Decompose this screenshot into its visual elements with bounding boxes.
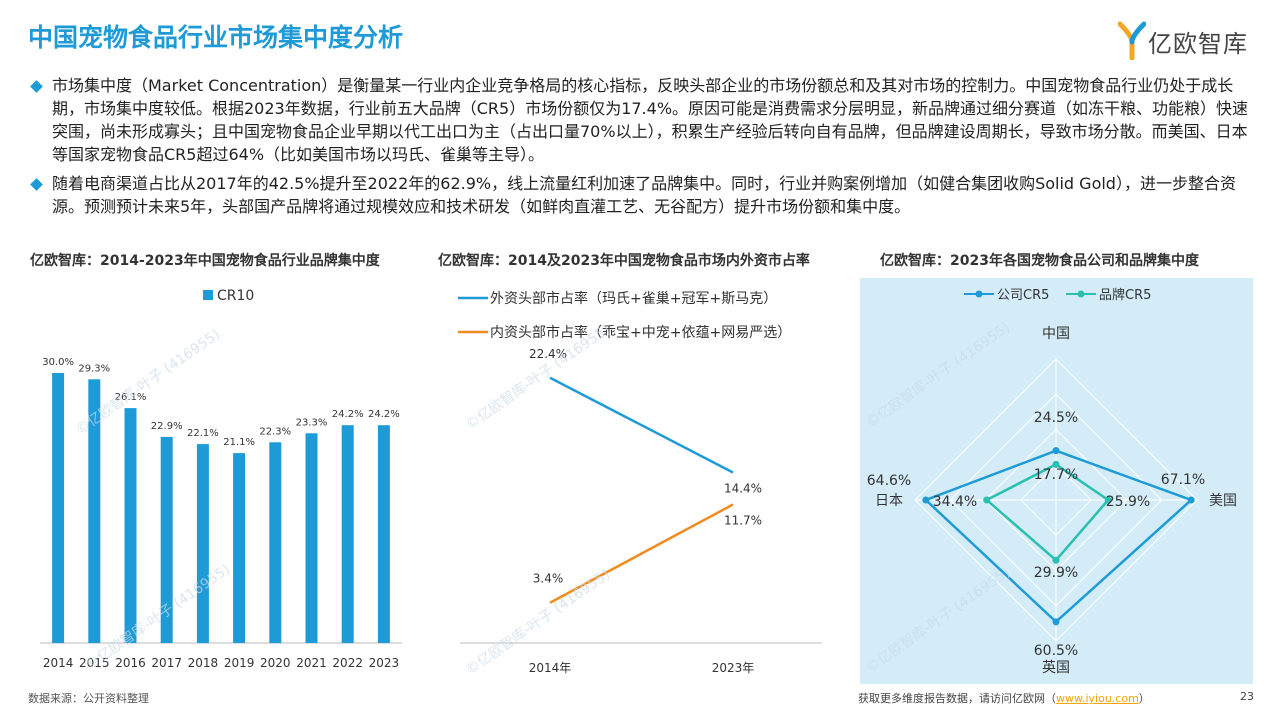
radar-point [983,496,991,504]
bar [88,379,101,643]
radar-data-label: 34.4% [933,494,977,510]
radar-data-label: 64.6% [867,473,911,489]
footer-more: 获取更多维度报告数据，请访问亿欧网（www.iyiou.com） [858,690,1150,706]
bullet-text: 市场集中度（Market Concentration）是衡量某一行业内企业竞争格… [52,76,1249,164]
radar-axis-label: 日本 [875,493,903,509]
page-number: 23 [1240,690,1254,703]
radar-axis-label: 中国 [1042,326,1070,342]
radar-data-label: 60.5% [1034,643,1078,659]
radar-point [1052,447,1060,455]
bar [233,453,246,643]
series-line [549,503,734,604]
bar [269,442,282,643]
x-tick-label: 2018 [188,656,219,670]
footer-link[interactable]: www.iyiou.com [1056,692,1139,705]
bullet-text: 随着电商渠道占比从2017年的42.5%提升至2022年的62.9%，线上流量红… [52,174,1236,216]
x-tick-label: 2023 [369,656,400,670]
bullet-item: 随着电商渠道占比从2017年的42.5%提升至2022年的62.9%，线上流量红… [28,172,1260,218]
bullet-item: 市场集中度（Market Concentration）是衡量某一行业内企业竞争格… [28,74,1260,166]
data-label: 22.4% [529,347,567,361]
x-tick-label: 2016 [115,656,146,670]
legend-label: 内资头部市占率（乖宝+中宠+依蕴+网易严选） [490,324,791,341]
page-title: 中国宠物食品行业市场集中度分析 [28,23,404,52]
bar-value-label: 22.9% [151,421,183,432]
radar-data-label: 29.9% [1034,565,1078,581]
radar-data-label: 25.9% [1106,494,1150,510]
bar-value-label: 29.3% [78,363,110,374]
bar [341,425,354,643]
radar-point [1052,556,1060,564]
data-label: 11.7% [724,513,762,527]
legend-label: 品牌CR5 [1099,287,1151,303]
x-tick-label: 2023年 [712,661,755,675]
chart-title-cr10: 亿欧智库：2014-2023年中国宠物食品行业品牌集中度 [30,253,380,269]
bar [52,373,65,643]
legend-label: 外资头部市占率（玛氏+雀巢+冠军+斯马克） [490,290,777,307]
bar [305,433,318,643]
radar-data-label: 24.5% [1034,410,1078,426]
radar-point [1104,496,1112,504]
x-tick-label: 2022 [332,656,363,670]
x-tick-label: 2020 [260,656,291,670]
radar-point [1052,460,1060,468]
bar-value-label: 23.3% [296,417,328,428]
radar-point [1052,618,1060,626]
diamond-bullet-icon [30,178,43,191]
data-label: 14.4% [724,482,762,496]
radar-data-label: 67.1% [1161,472,1205,488]
x-tick-label: 2021 [296,656,327,670]
bar [196,444,209,643]
bar [160,436,173,643]
radar-point [1187,496,1195,504]
bar-value-label: 22.3% [259,426,291,437]
x-tick-label: 2014 [43,656,74,670]
legend-marker [1077,290,1085,298]
diamond-bullet-icon [30,80,43,93]
radar-point [922,496,930,504]
legend-label-cr10: CR10 [217,288,254,304]
data-label: 3.4% [533,572,564,586]
legend-swatch-cr10 [203,290,213,300]
bar-value-label: 24.2% [332,409,364,420]
bar-value-label: 21.1% [223,437,255,448]
bar [377,425,390,643]
radar-axis-label: 英国 [1042,659,1070,676]
bullet-list: 市场集中度（Market Concentration）是衡量某一行业内企业竞争格… [28,74,1260,224]
chart-title-radar: 亿欧智库：2023年各国宠物食品公司和品牌集中度 [880,253,1199,269]
logo-text: 亿欧智库 [1148,30,1248,58]
footer-more-text: 获取更多维度报告数据，请访问亿欧网（ [858,692,1056,705]
x-tick-label: 2019 [224,656,255,670]
logo-icon [1117,21,1147,61]
radar-data-label: 17.7% [1034,467,1078,483]
data-source: 数据来源：公开资料整理 [28,692,149,705]
bar-value-label: 30.0% [42,357,74,368]
x-tick-label: 2017 [151,656,182,670]
bar-value-label: 26.1% [115,392,147,403]
radar-axis-label: 美国 [1209,493,1237,509]
legend-marker [975,290,983,298]
chart-title-share: 亿欧智库：2014及2023年中国宠物食品市场内外资市占率 [438,253,810,269]
logo: 亿欧智库 [1117,20,1258,62]
line-chart-share: 外资头部市占率（玛氏+雀巢+冠军+斯马克） 内资头部市占率（乖宝+中宠+依蕴+网易… [458,290,822,678]
bar-value-label: 24.2% [368,409,400,420]
legend-label: 公司CR5 [997,288,1049,303]
x-tick-label: 2014年 [529,661,572,675]
x-tick-label: 2015 [79,656,110,670]
bar [124,408,137,643]
bar-value-label: 22.1% [187,428,219,439]
bar-chart-cr10: CR10 30.0% 2014 29.3% 2015 26.1% 2016 22.9% 2017… [40,288,402,673]
series-line [549,376,734,474]
footer-more-suffix: ） [1138,692,1150,705]
